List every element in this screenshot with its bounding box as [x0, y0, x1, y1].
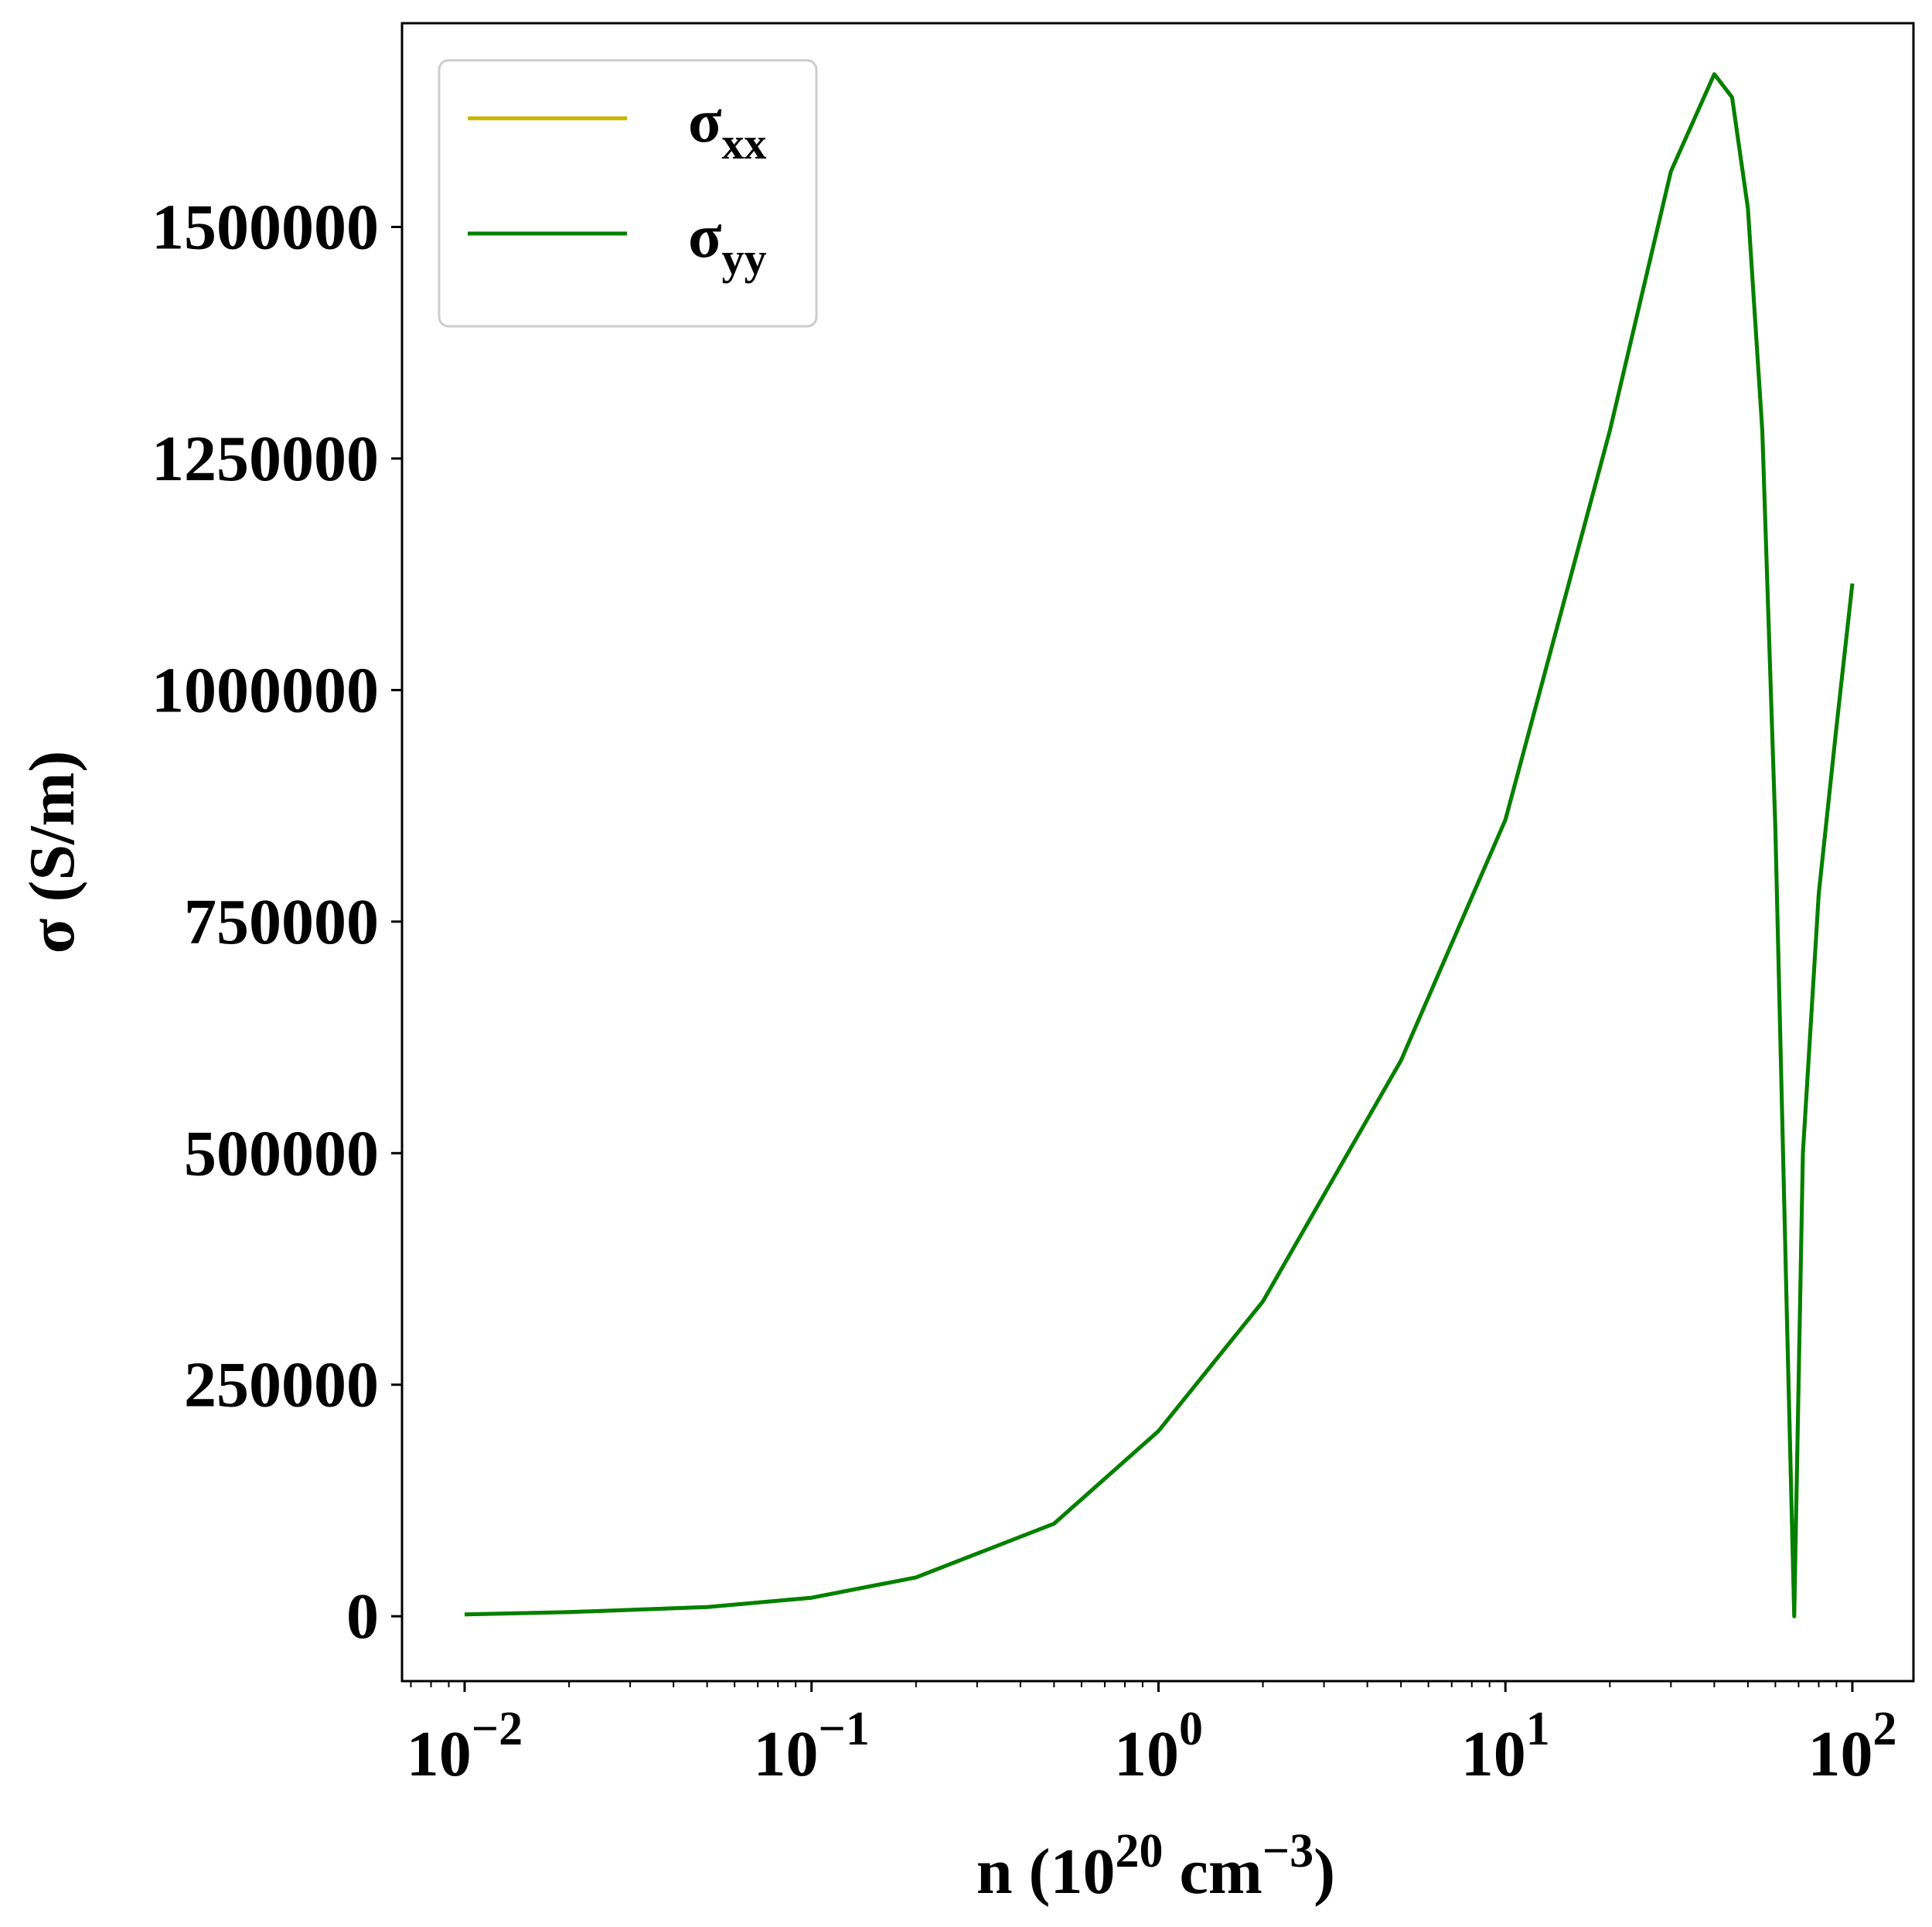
y-tick-label: 750000 [184, 886, 379, 958]
y-axis-label: σ (S/m) [16, 751, 88, 954]
legend: σxx σyy [438, 59, 818, 328]
y-tick-label: 0 [346, 1581, 379, 1652]
x-tick-label: 10−2 [407, 1703, 523, 1790]
y-tick-label: 1000000 [152, 654, 379, 726]
y-axis: 0 250000 500000 750000 1000000 1250000 1500000 [152, 192, 402, 1652]
series-layer [464, 72, 1855, 1618]
y-tick-label: 1500000 [152, 192, 379, 264]
x-axis: 10−2 10−1 100 101 102 [407, 1681, 1896, 1790]
y-tick-label: 250000 [184, 1349, 379, 1421]
series-line-sigma-yy [464, 72, 1855, 1618]
y-tick-label: 500000 [184, 1117, 379, 1189]
legend-label-sigma-yy: σyy [688, 203, 767, 284]
x-tick-label: 101 [1461, 1703, 1550, 1790]
x-tick-label: 102 [1808, 1703, 1896, 1790]
x-tick-label: 100 [1114, 1703, 1203, 1790]
legend-label-sigma-xx: σxx [688, 87, 767, 169]
y-tick-label: 1250000 [152, 423, 379, 495]
x-tick-label: 10−1 [754, 1703, 870, 1790]
legend-box [438, 59, 818, 328]
x-axis-label: n (1020 cm−3) [976, 1825, 1335, 1908]
